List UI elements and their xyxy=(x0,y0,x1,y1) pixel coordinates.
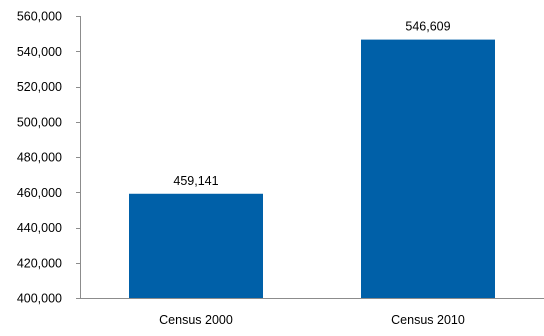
data-labels: 459,141 546,609 xyxy=(173,20,450,188)
bar xyxy=(361,39,495,299)
y-tick-label: 420,000 xyxy=(17,256,62,270)
x-category-label: Census 2010 xyxy=(391,313,465,327)
bar-data-label: 546,609 xyxy=(405,20,450,34)
y-tick-label: 560,000 xyxy=(17,10,62,24)
y-tick-label: 500,000 xyxy=(17,115,62,129)
x-category-label: Census 2000 xyxy=(159,313,233,327)
y-tick-label: 480,000 xyxy=(17,151,62,165)
bar-data-label: 459,141 xyxy=(173,174,218,188)
y-tick-label: 400,000 xyxy=(17,292,62,306)
y-tick-label: 440,000 xyxy=(17,221,62,235)
bars xyxy=(129,39,495,299)
y-tick-label: 520,000 xyxy=(17,80,62,94)
y-axis-ticks: 400,000 420,000 440,000 460,000 480,000 500,0… xyxy=(17,10,80,306)
y-tick-label: 540,000 xyxy=(17,45,62,59)
x-axis-labels: Census 2000 Census 2010 xyxy=(159,313,465,327)
y-tick-label: 460,000 xyxy=(17,186,62,200)
bar xyxy=(129,193,263,298)
